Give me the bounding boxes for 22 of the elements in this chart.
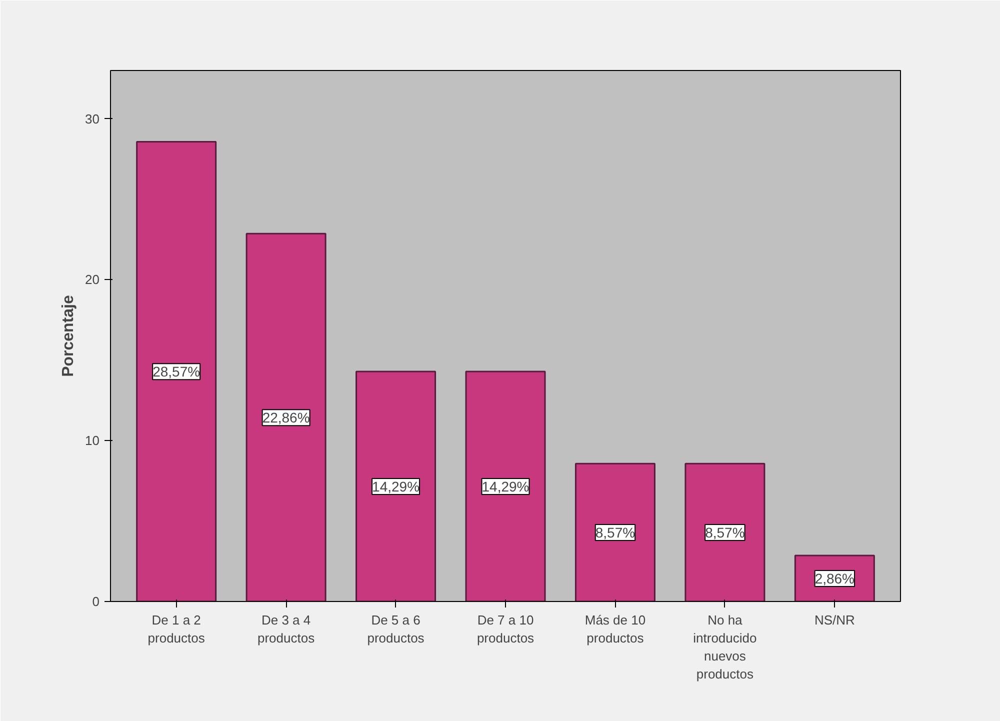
bar xyxy=(684,462,766,602)
data-label: 8,57% xyxy=(595,524,636,541)
bar xyxy=(356,370,436,602)
bar xyxy=(465,370,546,602)
x-tick-label: NS/NR xyxy=(814,612,855,628)
bar xyxy=(136,141,217,602)
x-tick-label: Más de 10 productos xyxy=(584,612,646,646)
y-tick-label: 0 xyxy=(92,594,100,609)
y-tick-label: 10 xyxy=(85,433,100,448)
x-tick-label: De 3 a 4 productos xyxy=(258,612,316,646)
y-tick-label: 30 xyxy=(85,111,100,126)
data-label: 2,86% xyxy=(814,570,855,586)
bar xyxy=(574,462,656,602)
x-tick-label: De 7 a 10 productos xyxy=(476,612,535,646)
data-label: 14,29% xyxy=(372,478,420,495)
y-tick-label: 20 xyxy=(85,272,100,288)
y-axis-title: Porcentaje xyxy=(60,294,78,377)
data-label: 28,57% xyxy=(152,364,200,380)
x-tick-label: No ha introducido nuevos productos xyxy=(693,612,757,682)
x-tick-label: De 5 a 6 productos xyxy=(367,612,425,646)
x-tick-label: De 1 a 2 productos xyxy=(148,612,206,646)
bar xyxy=(246,232,326,602)
